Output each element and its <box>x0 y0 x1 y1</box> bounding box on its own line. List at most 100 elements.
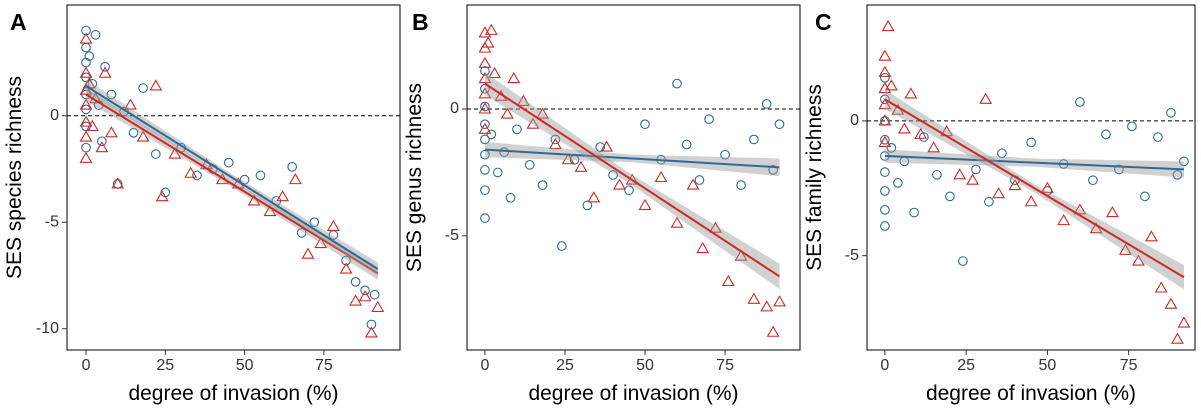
point <box>880 186 890 196</box>
point <box>366 319 377 330</box>
point <box>761 99 772 109</box>
point <box>1154 281 1168 293</box>
y-axis-label: SES species richness <box>3 76 26 279</box>
point <box>369 289 380 300</box>
point <box>512 124 522 135</box>
point <box>480 134 490 145</box>
y-tick-label: -5 <box>845 247 859 264</box>
point <box>768 165 778 175</box>
point <box>886 143 897 153</box>
point <box>350 277 361 287</box>
point <box>958 256 968 266</box>
point <box>111 177 125 189</box>
y-axis-label: SES family richness <box>803 84 826 271</box>
point <box>880 72 890 83</box>
point <box>192 170 202 181</box>
point <box>909 207 919 218</box>
point <box>95 141 109 153</box>
point <box>561 153 575 165</box>
point <box>239 174 250 185</box>
point <box>349 294 363 306</box>
point <box>184 166 198 178</box>
point <box>97 136 107 147</box>
point <box>516 94 530 106</box>
panel-label: B <box>412 9 429 35</box>
point <box>79 83 93 95</box>
point <box>326 219 340 232</box>
point <box>371 300 385 312</box>
point <box>709 221 722 233</box>
point <box>878 135 892 148</box>
point <box>287 162 298 172</box>
point <box>136 130 150 142</box>
confidence-band <box>884 89 1184 290</box>
point <box>600 140 614 152</box>
point <box>880 204 890 215</box>
point <box>670 216 684 228</box>
panel: A -10 -5 0 0 25 50 75 SES species richness degree… <box>3 4 401 405</box>
point <box>914 127 928 139</box>
point <box>481 36 495 48</box>
point <box>587 191 601 203</box>
point <box>992 187 1006 199</box>
point <box>478 71 492 84</box>
fit-line <box>884 154 1184 171</box>
point <box>640 119 650 130</box>
point <box>486 129 497 140</box>
point <box>1144 230 1158 242</box>
point <box>556 241 567 251</box>
point <box>608 170 618 180</box>
point <box>880 167 890 177</box>
point <box>878 114 892 126</box>
point <box>484 23 498 35</box>
point <box>880 94 890 105</box>
point <box>1166 107 1176 118</box>
point <box>1040 181 1054 193</box>
point <box>168 147 182 159</box>
point <box>749 134 759 145</box>
x-tick-label: 0 <box>880 357 889 374</box>
point <box>79 32 93 44</box>
point <box>488 66 501 79</box>
point <box>339 262 353 274</box>
point <box>84 51 95 61</box>
point <box>79 66 93 78</box>
point <box>478 102 492 114</box>
point <box>507 71 521 84</box>
panel-label: C <box>815 9 832 35</box>
point <box>773 295 786 307</box>
point <box>595 142 606 152</box>
point <box>81 142 91 153</box>
point <box>721 274 735 287</box>
point <box>1089 222 1103 234</box>
point <box>480 213 490 223</box>
point <box>309 217 320 228</box>
point <box>1177 316 1191 328</box>
point <box>478 122 492 134</box>
point <box>98 66 112 78</box>
point <box>79 151 93 163</box>
point <box>624 185 634 196</box>
point <box>1057 214 1071 226</box>
x-tick-label: 25 <box>556 357 574 374</box>
point <box>694 175 705 185</box>
point <box>884 79 898 91</box>
point <box>301 247 315 259</box>
point <box>966 173 980 185</box>
point <box>255 170 266 181</box>
point <box>79 130 93 142</box>
point <box>1164 297 1178 309</box>
point <box>878 65 892 77</box>
x-tick-label: 50 <box>636 357 654 374</box>
point <box>288 173 302 185</box>
panel: B -5 0 0 25 50 75 SES genus richness degree of i… <box>403 4 801 405</box>
point <box>638 198 652 210</box>
x-tick-label: 75 <box>716 357 734 374</box>
y-tick-label: 0 <box>450 100 459 117</box>
plot-frame <box>466 4 801 351</box>
point <box>927 141 941 153</box>
point <box>897 122 911 134</box>
x-tick-label: 25 <box>156 357 174 374</box>
point <box>1008 178 1022 191</box>
